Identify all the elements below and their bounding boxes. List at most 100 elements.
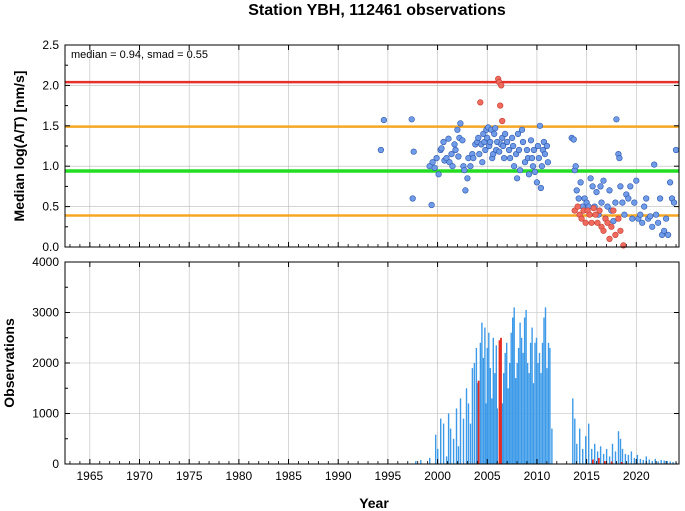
- observation-bar: [574, 418, 576, 464]
- observation-bar: [540, 373, 542, 464]
- outlier-point: [594, 219, 601, 226]
- observation-bar: [619, 438, 622, 465]
- observation-bar: [462, 418, 465, 464]
- median-point: [651, 161, 658, 168]
- outlier-point: [582, 219, 589, 226]
- bottom-y-tick-label: 2000: [32, 356, 59, 370]
- outlier-point: [617, 227, 624, 234]
- median-point: [617, 183, 624, 190]
- outlier-point: [588, 219, 595, 226]
- observation-bar: [525, 310, 527, 464]
- median-point: [639, 219, 646, 226]
- observation-bar: [576, 443, 578, 464]
- median-point: [518, 126, 526, 133]
- observation-bar: [465, 388, 468, 465]
- observation-bar: [666, 461, 668, 464]
- median-point: [510, 163, 518, 170]
- observation-bar: [614, 451, 617, 464]
- median-point: [516, 167, 524, 174]
- bottom-grid: [65, 262, 679, 464]
- median-point: [448, 151, 455, 158]
- observation-bar: [415, 461, 417, 464]
- observation-bar: [481, 322, 483, 464]
- median-point: [577, 179, 584, 186]
- median-point: [666, 179, 674, 186]
- outlier-observation-bar: [620, 462, 623, 464]
- median-point: [377, 146, 385, 154]
- bottom-y-ticks: 0 1000 2000 3000 4000: [32, 255, 679, 471]
- median-point: [544, 159, 552, 166]
- observation-bar: [526, 363, 529, 464]
- observation-bar: [534, 342, 536, 464]
- observation-bar: [496, 408, 498, 464]
- observation-bar: [551, 428, 553, 464]
- median-point: [521, 159, 529, 166]
- median-point: [529, 163, 537, 170]
- observation-bar: [608, 456, 611, 464]
- observation-bar: [572, 398, 574, 464]
- outlier-point: [615, 215, 622, 222]
- median-point: [649, 223, 656, 230]
- median-point: [641, 203, 648, 210]
- observation-bar: [529, 342, 532, 464]
- outlier-point: [612, 231, 619, 238]
- x-ticks: 1965 1970 1975 1980 1985 1990 1995 2000 2005 2010…: [69, 45, 677, 483]
- median-point: [534, 142, 542, 150]
- x-tick-label: 1980: [226, 469, 253, 483]
- median-point: [515, 146, 523, 154]
- observation-bar: [602, 453, 605, 464]
- observation-bar: [599, 446, 602, 464]
- observation-bar: [512, 317, 514, 464]
- observation-bar: [648, 459, 650, 464]
- x-tick-label: 1990: [325, 469, 352, 483]
- median-point: [409, 195, 416, 202]
- bottom-y-axis-label: Observations: [1, 318, 17, 408]
- median-point: [533, 179, 541, 186]
- bottom-y-tick-label: 1000: [32, 407, 59, 421]
- outlier-observation-bar: [597, 457, 600, 464]
- median-point: [507, 155, 514, 162]
- median-point: [433, 155, 440, 162]
- median-point: [502, 130, 509, 137]
- outlier-point: [604, 219, 611, 226]
- outlier-point: [596, 207, 603, 214]
- median-point: [506, 146, 513, 154]
- observation-bar: [642, 460, 644, 464]
- median-point: [496, 148, 503, 155]
- observation-bar: [639, 458, 642, 464]
- bottom-y-tick-label: 0: [52, 457, 59, 471]
- observation-bar: [488, 332, 490, 464]
- median-point: [410, 148, 417, 155]
- observation-bar: [645, 456, 647, 464]
- observation-bar: [547, 342, 550, 464]
- observation-bar: [485, 403, 487, 464]
- median-point: [509, 142, 517, 150]
- observation-bar: [579, 428, 581, 464]
- outlier-point: [499, 117, 506, 125]
- observation-bar: [495, 345, 497, 464]
- observation-bar: [445, 456, 448, 464]
- top-y-tick-label: 0.5: [42, 200, 59, 214]
- median-point: [431, 164, 438, 171]
- median-point: [429, 159, 436, 166]
- observation-bar: [475, 347, 478, 464]
- observation-bars: [415, 307, 677, 465]
- median-point: [408, 116, 415, 123]
- chart-title: Station YBH, 112461 observations: [248, 2, 506, 19]
- median-point: [593, 189, 600, 196]
- median-point: [467, 163, 474, 170]
- observation-bar: [516, 363, 518, 464]
- x-tick-label: 1975: [176, 469, 203, 483]
- observation-bar: [442, 423, 445, 464]
- x-tick-label: 2010: [524, 469, 551, 483]
- top-y-ticks: 0.0 0.5 1.0 1.5 2.0 2.5: [42, 38, 679, 254]
- observation-bar: [503, 373, 505, 464]
- x-tick-label: 2020: [623, 469, 650, 483]
- observation-bar: [582, 448, 584, 464]
- observation-bar: [522, 352, 524, 464]
- x-tick-label: 2000: [424, 469, 451, 483]
- observation-bar: [538, 352, 541, 464]
- median-point: [462, 187, 469, 194]
- observation-bar: [541, 342, 544, 464]
